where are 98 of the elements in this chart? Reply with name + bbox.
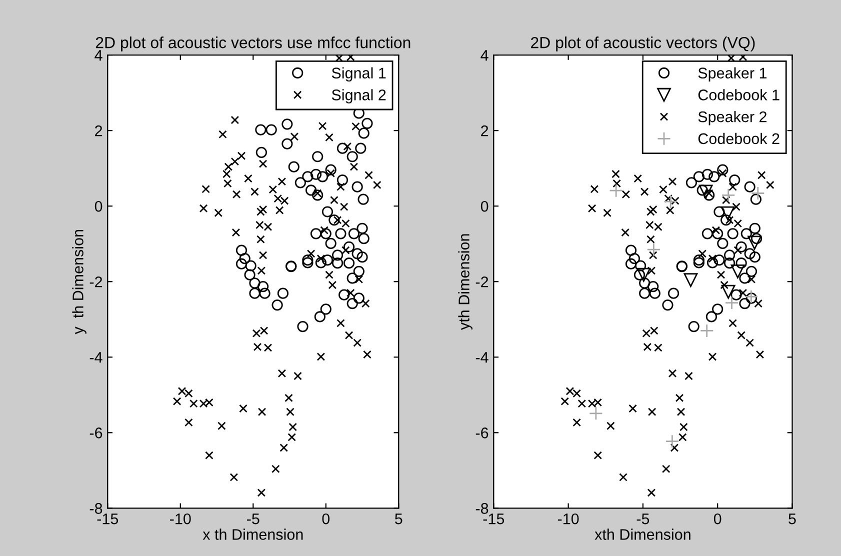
- point: [702, 168, 713, 180]
- point: [739, 298, 750, 310]
- x-tick-label: -10: [170, 513, 191, 524]
- point: [740, 228, 752, 240]
- point: [588, 406, 603, 420]
- point: [700, 324, 714, 338]
- legend-label: Codebook 2: [698, 132, 780, 144]
- point: [736, 258, 747, 269]
- point: [702, 228, 713, 240]
- y-tick-label: 0: [94, 200, 102, 212]
- point: [749, 252, 760, 263]
- x-tick-label: -15: [97, 514, 118, 524]
- point: [724, 250, 736, 261]
- point: [712, 228, 724, 240]
- point: [736, 241, 747, 252]
- point: [721, 188, 736, 202]
- point: [717, 164, 728, 176]
- point: [717, 238, 728, 250]
- point: [714, 254, 725, 266]
- point: [662, 299, 674, 311]
- y-tick-label: -2: [476, 276, 488, 288]
- point: [635, 260, 646, 272]
- point: [628, 253, 640, 264]
- point: [730, 264, 745, 278]
- point: [686, 177, 698, 188]
- point: [739, 272, 750, 284]
- y-tick-label: 4: [480, 50, 488, 61]
- legend-label: Speaker 1: [698, 67, 767, 82]
- x-axis-title: x th Dimension: [202, 528, 303, 540]
- legend-label: Speaker 2: [698, 111, 766, 126]
- x-tick-label: 0: [714, 513, 722, 524]
- point: [749, 222, 760, 234]
- point: [708, 171, 720, 182]
- x-tick-label: -5: [636, 514, 650, 524]
- chart-title: 2D plot of acoustic vectors (VQ): [531, 36, 755, 52]
- y-tick-label: 2: [481, 125, 488, 136]
- point: [636, 268, 651, 282]
- y-tick-label: -2: [90, 276, 102, 288]
- point: [744, 290, 758, 304]
- legend-label: Signal 2: [332, 89, 386, 104]
- y-axis-title: yth Dimension: [458, 234, 472, 330]
- point: [724, 258, 736, 269]
- y-tick-label: 2: [95, 125, 102, 136]
- point: [744, 248, 756, 260]
- point: [729, 174, 740, 186]
- point: [698, 184, 713, 199]
- point: [750, 186, 765, 200]
- y-tick-label: -4: [90, 352, 102, 363]
- point: [646, 242, 661, 256]
- point: [712, 304, 724, 315]
- x-tick-label: -5: [247, 514, 260, 524]
- point: [720, 214, 732, 226]
- x-tick-label: 0: [322, 513, 330, 524]
- point: [693, 254, 704, 266]
- point: [706, 311, 718, 322]
- point: [625, 258, 637, 270]
- chart-title: 2D plot of acoustic vectors use mfcc function: [96, 36, 410, 52]
- point: [664, 194, 678, 209]
- point: [684, 273, 698, 288]
- point: [714, 206, 725, 218]
- point: [668, 288, 680, 299]
- point: [609, 184, 624, 198]
- legend-label: Codebook 1: [698, 89, 780, 100]
- x-tick-label: 5: [788, 514, 796, 524]
- x-tick-label: 5: [394, 514, 402, 524]
- point: [748, 236, 762, 250]
- point: [639, 288, 650, 299]
- point: [693, 257, 704, 268]
- point: [688, 320, 700, 332]
- y-tick-label: 0: [480, 200, 488, 212]
- point: [730, 289, 742, 300]
- x-axis-title: xth Dimension: [594, 528, 690, 540]
- y-tick-label: 4: [94, 50, 102, 61]
- point: [649, 288, 660, 299]
- point: [746, 292, 758, 304]
- point: [746, 266, 758, 277]
- y-axis-title: y th Dimension: [72, 230, 86, 334]
- point: [721, 284, 736, 299]
- y-tick-label: -8: [476, 503, 488, 514]
- point: [744, 181, 756, 192]
- x-tick-label: -10: [558, 513, 579, 524]
- y-tick-label: -6: [90, 428, 102, 438]
- point: [706, 257, 718, 268]
- point: [750, 233, 762, 244]
- point: [625, 244, 637, 256]
- point: [648, 280, 659, 292]
- point: [665, 434, 680, 448]
- point: [720, 206, 735, 220]
- point: [750, 194, 762, 205]
- point: [727, 228, 738, 240]
- point: [724, 296, 739, 310]
- point: [639, 278, 650, 289]
- y-tick-label: -4: [476, 352, 488, 363]
- x-tick-label: -15: [483, 514, 504, 524]
- legend-label: Signal 1: [332, 67, 386, 82]
- y-tick-label: -8: [90, 503, 102, 514]
- y-tick-label: -6: [476, 428, 488, 438]
- point: [693, 171, 704, 182]
